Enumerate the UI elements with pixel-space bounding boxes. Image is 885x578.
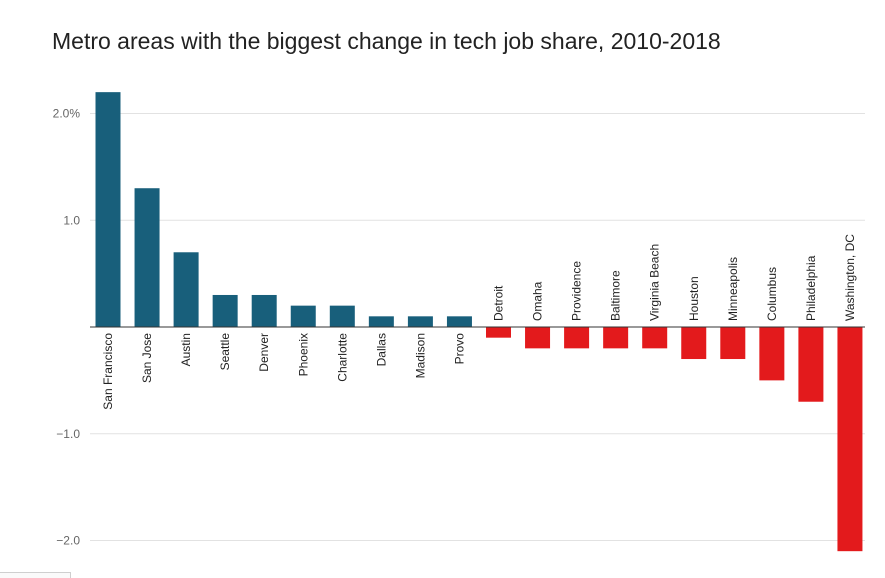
bar (759, 327, 785, 381)
category-label: Phoenix (296, 333, 310, 376)
bar (251, 294, 277, 327)
category-label: Denver (257, 333, 271, 372)
category-label: Washington, DC (843, 234, 857, 321)
chart-title: Metro areas with the biggest change in t… (52, 28, 721, 54)
bar (173, 252, 199, 327)
category-label: Baltimore (609, 270, 623, 321)
category-label: Charlotte (335, 333, 349, 382)
category-label: San Jose (140, 333, 154, 383)
bar (486, 327, 511, 338)
bar (681, 327, 707, 360)
category-label: Philadelphia (804, 255, 818, 321)
bar (564, 327, 590, 349)
category-label: Seattle (218, 333, 232, 371)
bar (798, 327, 824, 402)
bar (446, 316, 472, 327)
category-labels: San Francisco San Jose Austin Seattle Denver… (101, 234, 857, 410)
bar (212, 294, 238, 327)
category-label: Providence (570, 261, 584, 321)
y-axis-tick-labels: 2.0% 1.0 −1.0 −2.0 (53, 107, 81, 548)
category-label: San Francisco (101, 333, 115, 410)
bar (329, 305, 355, 327)
category-label: Dallas (374, 333, 388, 366)
bar (525, 327, 551, 349)
y-tick-label: 1.0 (63, 213, 80, 227)
category-label: Madison (413, 333, 427, 378)
category-label: Detroit (492, 285, 506, 321)
category-label: Minneapolis (726, 257, 740, 321)
category-label: Houston (687, 276, 701, 321)
bar (837, 327, 863, 552)
category-label: Omaha (531, 281, 545, 321)
category-label: Provo (452, 333, 466, 365)
bar (95, 92, 121, 328)
category-label: Austin (179, 333, 193, 366)
bar (603, 327, 629, 349)
bar (642, 327, 668, 349)
bar (368, 316, 394, 327)
category-label: Columbus (765, 267, 779, 321)
category-label: Virginia Beach (648, 244, 662, 321)
y-tick-label: −2.0 (56, 534, 80, 548)
bar (290, 305, 316, 327)
y-tick-label: −1.0 (56, 427, 80, 441)
bar (134, 188, 160, 327)
bar (720, 327, 746, 360)
y-tick-label: 2.0% (53, 107, 81, 121)
bars (95, 92, 863, 552)
scrollbar-edge (0, 572, 71, 578)
gridlines (90, 113, 865, 541)
bar (407, 316, 433, 327)
